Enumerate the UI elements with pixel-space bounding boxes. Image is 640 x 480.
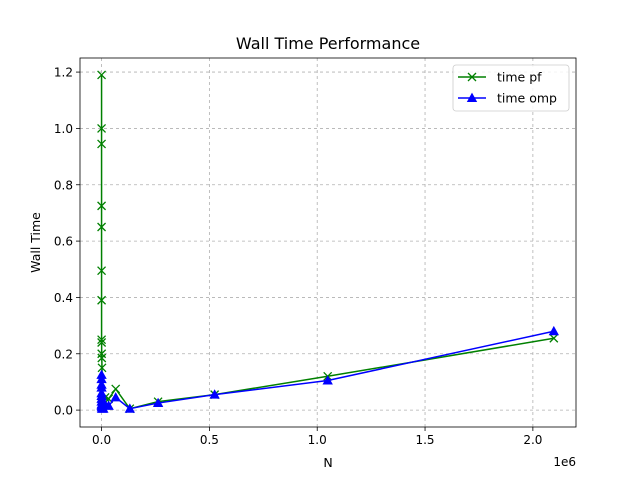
data-point (124, 403, 136, 413)
y-tick-label: 1.0 (54, 122, 73, 136)
data-point (97, 70, 107, 80)
series-layer (96, 70, 560, 414)
data-point (97, 201, 107, 211)
legend-marker (466, 92, 478, 102)
data-point (548, 325, 560, 336)
data-point (110, 392, 121, 402)
data-point (97, 349, 107, 359)
y-axis-label: Wall Time (28, 212, 43, 273)
data-point (549, 333, 559, 343)
legend-marker (467, 72, 477, 82)
y-tick-label: 0.6 (54, 235, 73, 249)
y-tick-label: 0.4 (54, 291, 73, 305)
data-point (97, 123, 107, 133)
data-point (97, 353, 107, 363)
axis-ticks: 0.0 0.5 1.0 1.5 2.0 0.0 0.2 0.4 0.6 0.8 1.0 1.2 (54, 66, 543, 447)
chart-title: Wall Time Performance (236, 34, 420, 53)
data-point (152, 397, 164, 408)
series-time-omp (96, 325, 560, 413)
plot-area-frame (79, 57, 577, 428)
y-tick-label: 1.2 (54, 66, 73, 80)
data-point (322, 375, 333, 385)
legend: time pf time omp (452, 64, 570, 112)
data-point (97, 338, 107, 347)
data-point (97, 266, 107, 276)
data-point (97, 222, 107, 232)
x-tick-label: 2.0 (523, 433, 542, 447)
x-tick-label: 1.5 (415, 433, 434, 447)
data-point (97, 295, 107, 305)
data-point (103, 400, 114, 410)
x-tick-label: 0.5 (200, 433, 219, 447)
data-point (209, 389, 220, 399)
data-point (97, 363, 107, 373)
x-axis-label: N (323, 455, 332, 470)
legend-item: time omp (458, 91, 557, 106)
legend-label: time pf (497, 70, 542, 85)
data-point (97, 335, 107, 345)
y-tick-label: 0.8 (54, 178, 73, 192)
x-tick-label: 0.0 (92, 433, 111, 447)
x-tick-label: 1.0 (308, 433, 327, 447)
legend-item: time pf (458, 70, 542, 85)
data-point (97, 139, 107, 149)
x-axis-offset-label: 1e6 (553, 455, 576, 469)
legend-label: time omp (497, 91, 557, 106)
data-point (111, 384, 121, 394)
y-tick-label: 0.0 (54, 404, 73, 418)
y-tick-label: 0.2 (54, 347, 73, 361)
